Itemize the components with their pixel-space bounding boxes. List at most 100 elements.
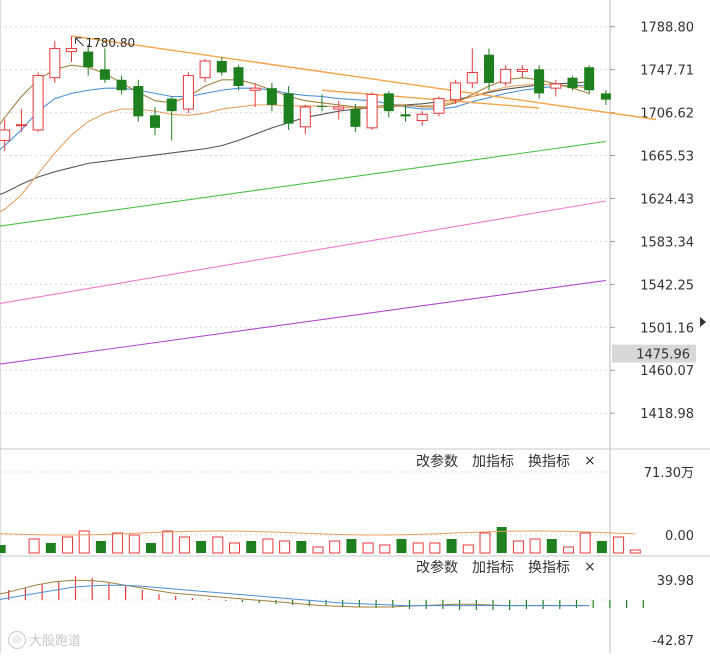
candle-body-up [49,47,61,79]
candle-body-down [133,86,144,117]
candle-body-up [199,60,211,79]
moving-average-line [0,140,606,227]
change-params-button[interactable]: 改参数 [416,454,458,470]
current-price-tag-bg [612,344,696,363]
candle-body-down [283,93,294,124]
volume-bar [229,542,240,554]
macd-tick-label: 39.98 [657,574,694,589]
switch-indicator-button[interactable]: 换指标 [528,560,570,576]
moving-average-line [0,81,590,196]
volume-bar [28,538,40,554]
candle-body-down [233,67,244,87]
volume-bar [412,542,424,554]
candle-body-down [266,88,277,105]
candle-body-up [182,75,194,110]
volume-bar [496,527,507,553]
volume-bar [346,539,357,553]
add-indicator-button[interactable]: 加指标 [472,454,514,470]
volume-bar [146,543,156,553]
volume-tick-label: 71.30万 [644,466,694,481]
volume-bar [396,539,407,553]
price-tick-label: 1706.62 [640,107,694,122]
volume-bar [512,540,524,554]
price-tick-label: 1665.53 [640,150,694,165]
close-icon[interactable]: × [584,559,596,575]
candle-body-down [83,51,94,68]
volume-bar [613,536,625,554]
volume-bar [0,545,6,553]
price-tick-label: 1501.16 [640,321,694,336]
volume-bar [296,541,307,553]
candle-body-up [516,68,528,72]
volume-bar [362,542,374,554]
price-tick-label: 1460.07 [640,364,694,379]
close-icon[interactable]: × [584,453,596,469]
price-tick-label: 1583.34 [640,235,694,250]
candle-body-up [32,75,44,131]
candle-body-up [0,129,11,141]
moving-average-line [0,83,590,213]
watermark: ◎ 大股跑道 [8,630,81,649]
volume-bar [128,534,140,554]
volume-bar [546,539,557,553]
candle-body-down [166,98,177,112]
candle-body-up [249,87,261,91]
volume-bar [196,541,207,553]
volume-bar [212,536,224,554]
volume-tick-label: 0.00 [665,529,694,544]
watermark-text: 大股跑道 [29,634,82,649]
candle-body-down [484,54,494,83]
candle-body-down [400,114,411,117]
candle-body-down [600,93,611,100]
volume-bar [312,546,324,554]
candle-body-up [466,71,478,84]
candle-body-up [500,68,512,84]
volume-bar [596,541,607,553]
macd-indicator-toolbar: 改参数 加指标 换指标 × [416,558,596,576]
volume-bar [329,540,341,554]
candle-body-down [584,67,595,91]
volume-bar [62,536,73,554]
volume-bar [629,549,641,554]
change-params-button[interactable]: 改参数 [416,560,458,576]
volume-bar [45,543,56,553]
candle-body-up [450,82,462,101]
macd-line [0,579,590,608]
volume-bar [162,530,174,554]
expand-arrow-icon [700,317,706,327]
macd-line [0,584,590,607]
volume-indicator-toolbar: 改参数 加指标 换指标 × [416,452,596,470]
volume-bar [529,538,541,554]
volume-bar [563,546,574,554]
volume-bar [246,541,257,553]
peak-arrow-icon [75,37,84,47]
candle-body-down [317,105,327,107]
candle-body-down [567,77,578,89]
moving-average-line [0,200,606,304]
price-tick-label: 1542.25 [640,278,694,293]
candle-body-down [150,115,160,128]
price-tick-label: 1747.71 [640,64,694,79]
candle-body-down [216,60,227,73]
volume-bar [178,536,190,554]
watermark-logo-icon: ◎ [8,630,26,649]
switch-indicator-button[interactable]: 换指标 [528,454,570,470]
price-tick-label: 1418.98 [640,407,694,422]
add-indicator-button[interactable]: 加指标 [472,560,514,576]
macd-tick-label: -42.87 [652,634,694,649]
candle-body-down [350,109,361,127]
candle-body-up [333,106,345,110]
volume-bar [112,532,124,554]
price-tick-label: 1788.80 [640,21,694,36]
volume-bar [579,532,591,554]
peak-annotation: 1780.80 [86,36,136,50]
volume-bar [78,530,90,554]
volume-bar [279,540,291,554]
moving-average-line [0,279,606,365]
volume-bar [429,542,441,554]
volume-bar [446,539,457,553]
candle-body-up [366,93,378,129]
candle-body-up [416,113,428,122]
